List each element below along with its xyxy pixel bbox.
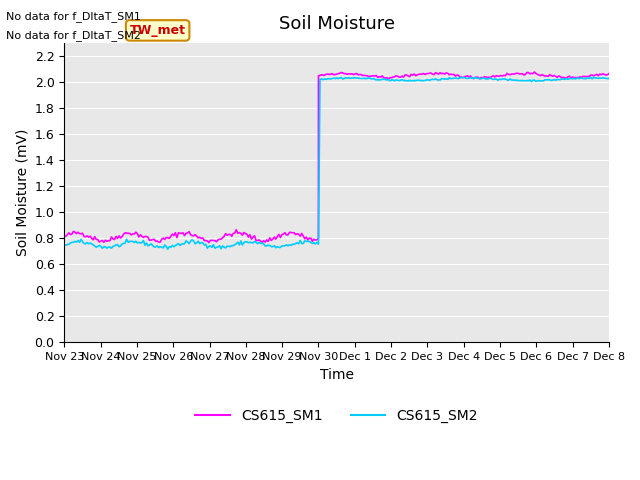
CS615_SM1 — [251, 233, 259, 239]
CS615_SM1 — [241, 231, 249, 237]
CS615_SM2 — [605, 76, 612, 82]
Text: No data for f_DltaT_SM2: No data for f_DltaT_SM2 — [6, 30, 141, 41]
CS615_SM1 — [531, 69, 538, 75]
Line: CS615_SM1: CS615_SM1 — [64, 72, 609, 243]
X-axis label: Time: Time — [319, 368, 354, 382]
Text: TW_met: TW_met — [130, 24, 186, 37]
Text: No data for f_DltaT_SM1: No data for f_DltaT_SM1 — [6, 11, 141, 22]
CS615_SM1 — [578, 74, 586, 80]
CS615_SM2 — [60, 242, 68, 248]
Title: Soil Moisture: Soil Moisture — [278, 15, 395, 33]
Line: CS615_SM2: CS615_SM2 — [64, 77, 609, 249]
CS615_SM1 — [605, 71, 612, 76]
Legend: CS615_SM1, CS615_SM2: CS615_SM1, CS615_SM2 — [190, 403, 483, 428]
CS615_SM1 — [301, 236, 308, 242]
Y-axis label: Soil Moisture (mV): Soil Moisture (mV) — [15, 129, 29, 256]
CS615_SM1 — [223, 232, 231, 238]
CS615_SM1 — [127, 232, 135, 238]
CS615_SM2 — [225, 243, 232, 249]
CS615_SM2 — [164, 246, 172, 252]
CS615_SM2 — [587, 74, 595, 80]
CS615_SM1 — [60, 233, 68, 239]
CS615_SM2 — [127, 239, 135, 244]
CS615_SM2 — [243, 239, 251, 245]
CS615_SM2 — [576, 76, 584, 82]
CS615_SM2 — [301, 238, 308, 244]
CS615_SM2 — [252, 240, 260, 245]
CS615_SM1 — [259, 240, 266, 246]
